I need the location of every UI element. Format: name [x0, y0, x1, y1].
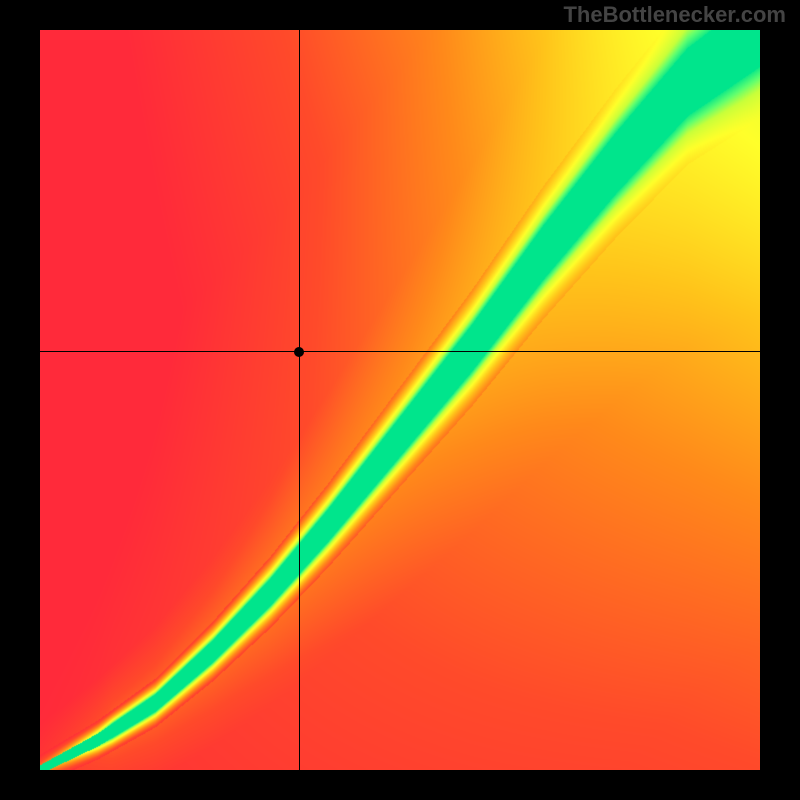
- crosshair-vertical: [299, 30, 300, 770]
- crosshair-horizontal: [40, 351, 760, 352]
- bottleneck-heatmap: [40, 30, 760, 770]
- watermark-text: TheBottlenecker.com: [563, 2, 786, 28]
